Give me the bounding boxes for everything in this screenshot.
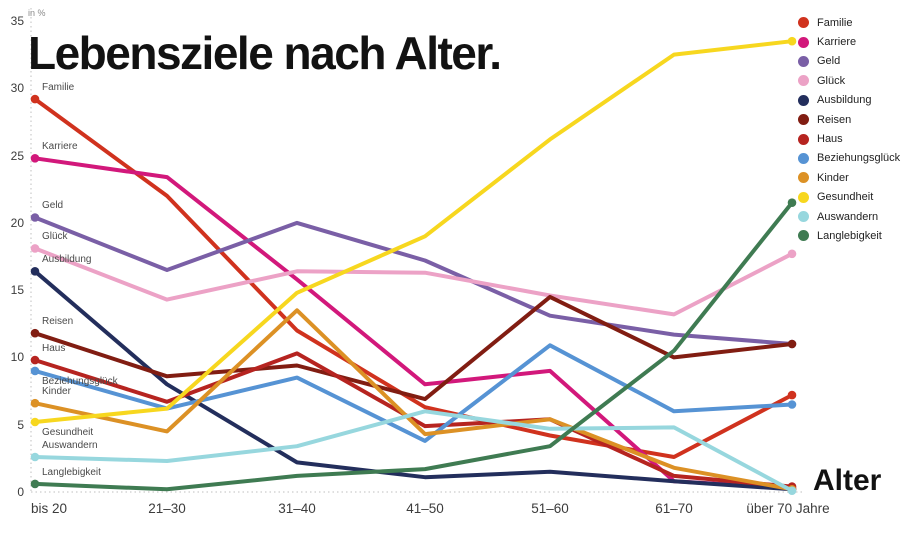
y-tick-label: 20 [10,215,24,230]
legend-color-dot-icon [798,152,809,164]
legend-item: Auswandern [798,207,900,226]
legend-item: Gesundheit [798,188,900,207]
series-endpoint-geld [30,213,40,222]
series-line-familie [33,97,794,459]
series-label-beziehungsglück: Beziehungsglück [42,375,118,387]
series-line-karriere [33,156,794,490]
series-endpoint-reisen [30,328,40,338]
series-line-gesundheit [33,39,794,424]
series-line-reisen [33,294,794,402]
legend-color-dot-icon [798,172,809,184]
series-label-auswandern: Auswandern [42,440,98,451]
legend-item: Beziehungsglück [798,149,900,168]
series-endpoint-beziehungsglück [30,366,40,376]
legend-color-dot-icon [798,211,809,223]
unit-label: in % [28,8,46,18]
series-endpoint-familie [787,390,797,400]
series-line-glück [33,246,794,317]
x-tick-label: 41–50 [406,501,444,516]
series-endpoint-langlebigkeit [787,198,797,207]
legend-label: Gesundheit [817,191,874,204]
series-endpoint-langlebigkeit [30,479,40,489]
legend-color-dot-icon [798,133,809,145]
x-tick-label: 21–30 [148,501,186,516]
series-endpoint-kinder [30,398,40,408]
chart-title: Lebensziele nach Alter. [28,27,502,79]
y-tick-label: 5 [17,417,24,432]
series-label-karriere: Karriere [42,141,78,153]
y-tick-label: 10 [10,350,24,365]
series-line-langlebigkeit [33,200,794,492]
x-axis-title: Alter [813,464,882,497]
legend-color-dot-icon [798,94,809,106]
legend-color-dot-icon [798,114,809,126]
series-line-auswandern [33,409,794,493]
series-endpoint-beziehungsglück [787,400,797,409]
legend-item: Karriere [798,32,900,51]
y-tick-label: 15 [10,283,24,298]
legend-color-dot-icon [798,75,809,87]
legend-color-dot-icon [798,36,809,48]
y-tick-label: 30 [10,81,24,96]
legend-item: Langlebigkeit [798,226,900,245]
series-label-geld: Geld [42,200,64,212]
series-endpoint-reisen [787,339,797,349]
legend-label: Glück [817,74,846,87]
x-tick-label: 61–70 [655,501,693,516]
legend-item: Reisen [798,110,900,129]
y-tick-label: 0 [17,485,24,499]
series-endpoint-karriere [30,154,40,163]
x-tick-label: 51–60 [531,501,569,516]
y-tick-label: 35 [10,14,24,28]
legend-label: Reisen [817,113,852,126]
series-label-reisen: Reisen [42,316,74,328]
series-label-ausbildung: Ausbildung [42,254,92,266]
series-endpoint-auswandern [787,486,797,496]
series-line-kinder [33,308,794,492]
legend-color-dot-icon [798,191,809,203]
series-label-kinder: Kinder [42,386,71,398]
series-label-haus: Haus [42,343,66,355]
legend-color-dot-icon [798,230,809,242]
legend-item: Ausbildung [798,91,900,110]
legend: Familie Karriere Geld Glück Ausbildung Reisen… [798,13,900,246]
legend-item: Familie [798,13,900,32]
series-label-familie: Familie [42,82,75,94]
series-endpoint-glück [787,249,797,259]
legend-label: Karriere [817,36,857,49]
series-line-geld [33,215,794,346]
legend-item: Haus [798,129,900,148]
legend-color-dot-icon [798,55,809,67]
legend-label: Kinder [817,171,849,184]
legend-item: Glück [798,71,900,90]
x-tick-label: über 70 Jahre [746,501,830,516]
series-endpoint-haus [30,355,40,365]
legend-item: Kinder [798,168,900,187]
legend-color-dot-icon [798,17,809,29]
legend-label: Langlebigkeit [817,229,882,242]
series-endpoint-glück [30,244,40,253]
series-endpoint-ausbildung [30,267,40,276]
legend-label: Ausbildung [817,94,872,107]
legend-label: Auswandern [817,210,879,223]
series-endpoint-gesundheit [30,417,40,427]
legend-label: Familie [817,16,853,29]
series-label-glück: Glück [42,231,68,243]
legend-label: Haus [817,133,843,146]
series-endpoint-gesundheit [787,36,797,46]
legend-item: Geld [798,52,900,71]
x-tick-label: bis 20 [30,501,68,516]
series-endpoint-auswandern [30,452,40,462]
series-label-langlebigkeit: Langlebigkeit [42,466,101,478]
x-tick-label: 31–40 [278,501,316,516]
legend-label: Beziehungsglück [817,152,901,165]
series-line-ausbildung [33,269,794,492]
series-line-haus [33,351,794,489]
y-tick-label: 25 [10,148,24,163]
series-label-gesundheit: Gesundheit [42,427,94,439]
series-endpoint-familie [30,94,40,104]
legend-label: Geld [817,55,841,68]
